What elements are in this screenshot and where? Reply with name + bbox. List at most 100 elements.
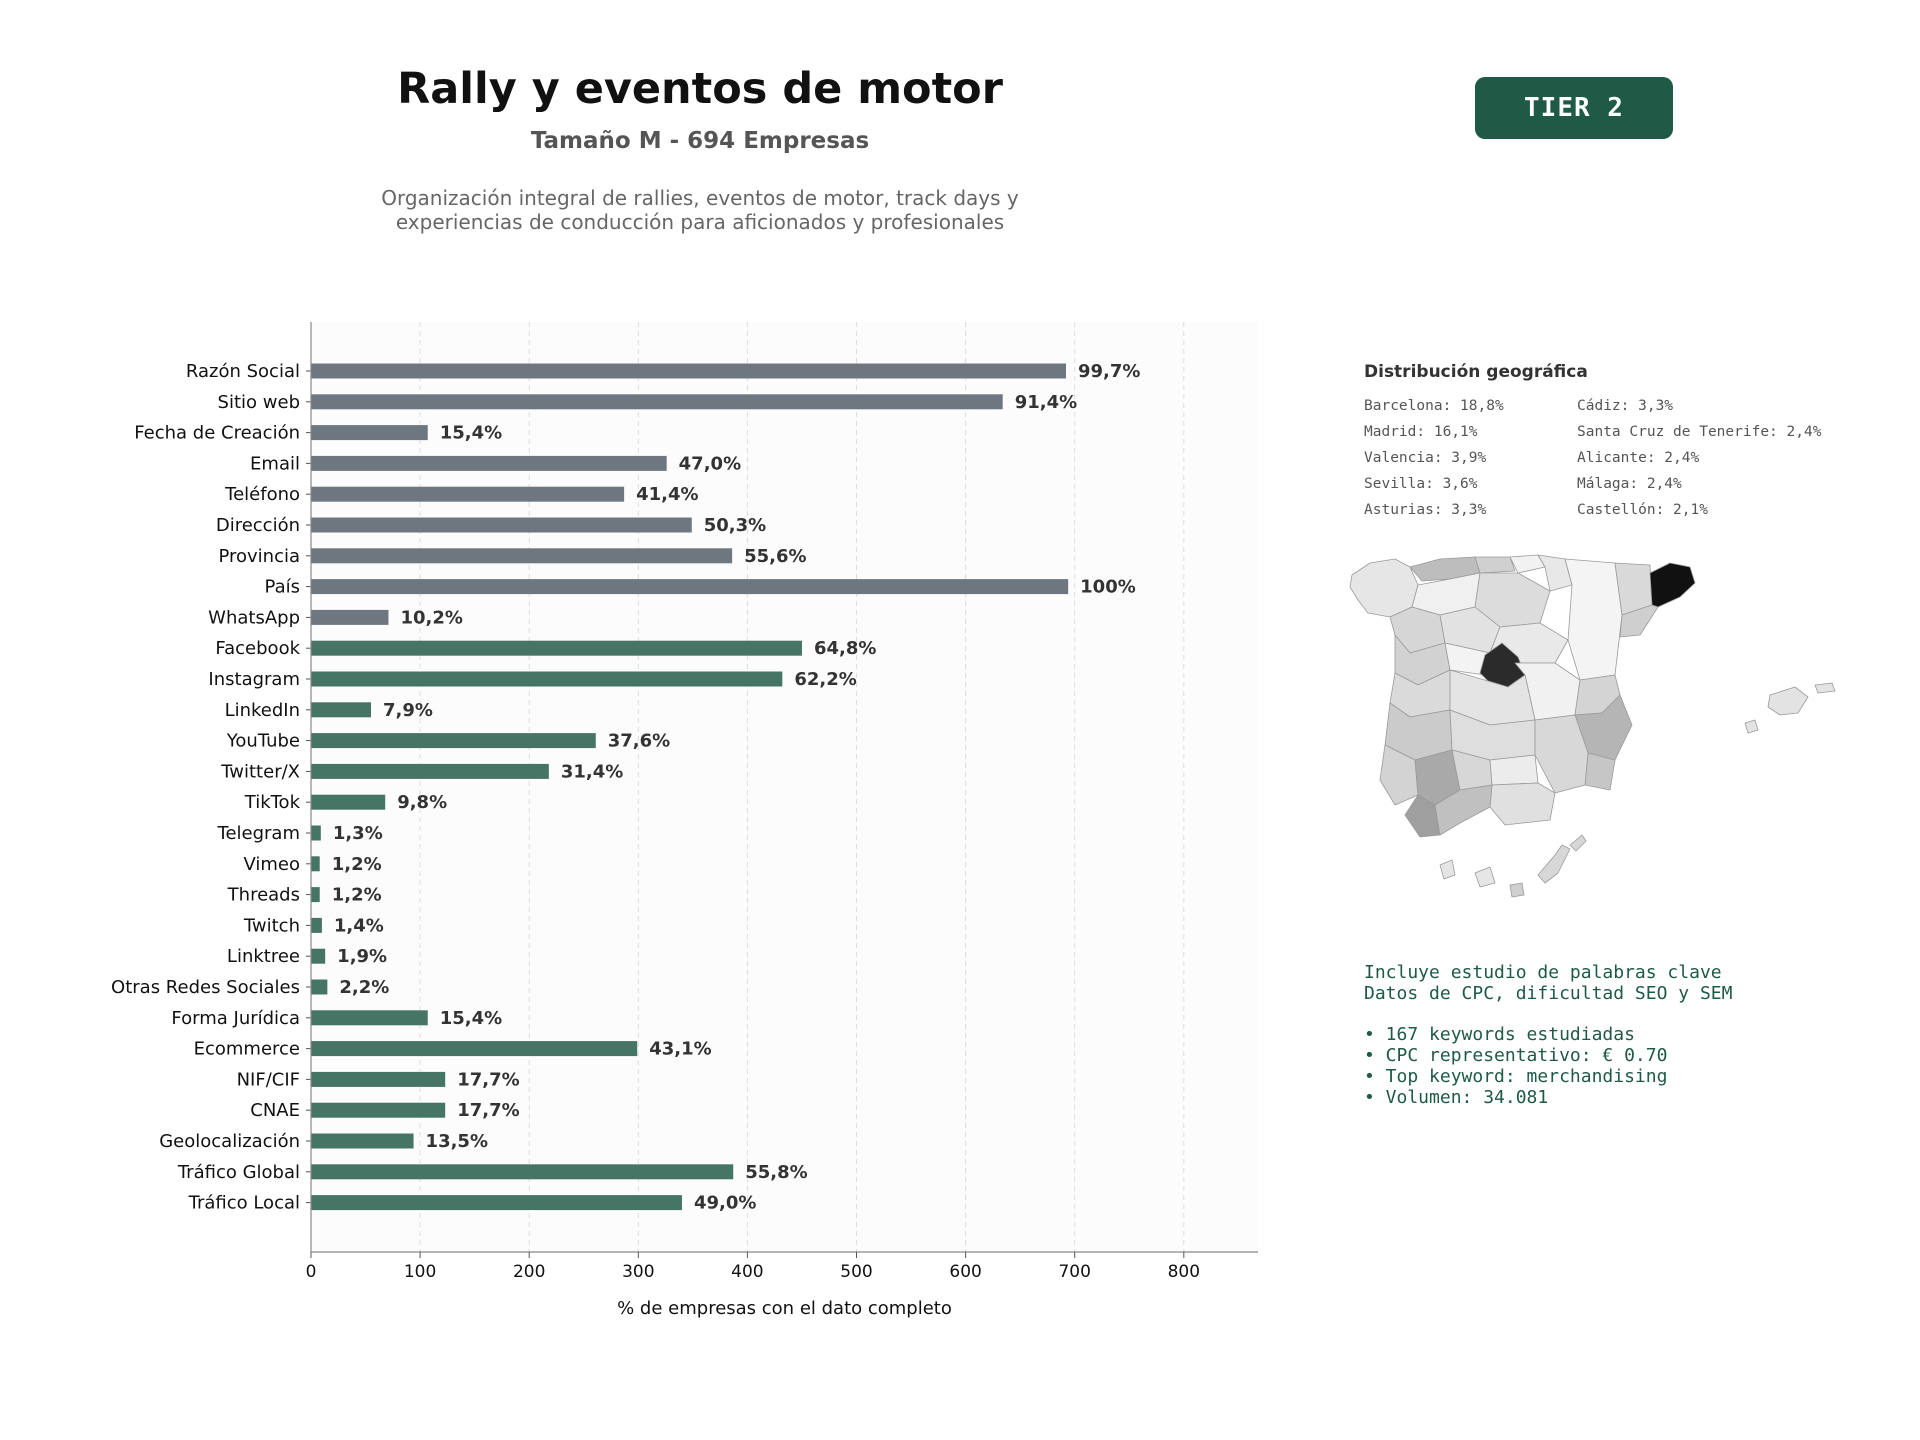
category-label: Email bbox=[250, 453, 300, 474]
geo-item: Sevilla: 3,6% bbox=[1364, 476, 1478, 492]
bar-value-label: 9,8% bbox=[397, 792, 447, 813]
bar-value-label: 2,2% bbox=[339, 977, 389, 998]
bar bbox=[311, 733, 596, 749]
category-label: Provincia bbox=[218, 546, 300, 567]
category-label: WhatsApp bbox=[208, 607, 300, 628]
bar bbox=[311, 1010, 428, 1026]
bar bbox=[311, 363, 1066, 379]
geo-item: Alicante: 2,4% bbox=[1577, 450, 1700, 466]
category-label: Ecommerce bbox=[194, 1039, 300, 1060]
bar bbox=[311, 825, 321, 841]
bar-value-label: 17,7% bbox=[457, 1069, 519, 1090]
bar bbox=[311, 1102, 446, 1118]
geo-item: Santa Cruz de Tenerife: 2,4% bbox=[1577, 424, 1822, 440]
description-line-2: experiencias de conducción para aficiona… bbox=[395, 210, 1005, 234]
map-region-navarra bbox=[1537, 554, 1573, 592]
page-title: Rally y eventos de motor bbox=[397, 64, 1003, 114]
category-label: Razón Social bbox=[186, 361, 300, 382]
category-label: Twitter/X bbox=[220, 761, 300, 782]
map-region-canarias-3 bbox=[1509, 882, 1525, 898]
bar bbox=[311, 486, 625, 502]
geo-title: Distribución geográfica bbox=[1364, 362, 1588, 382]
category-label: Telegram bbox=[217, 823, 300, 844]
keyword-bullet: • 167 keywords estudiadas bbox=[1364, 1024, 1635, 1045]
category-label: YouTube bbox=[226, 731, 300, 752]
category-label: Forma Jurídica bbox=[171, 1008, 300, 1029]
map-region-canarias-1 bbox=[1439, 859, 1456, 880]
geo-item: Málaga: 2,4% bbox=[1577, 476, 1682, 492]
bar-value-label: 13,5% bbox=[426, 1131, 488, 1152]
bar bbox=[311, 763, 549, 779]
plot-area bbox=[311, 322, 1258, 1252]
bar-value-label: 1,9% bbox=[337, 946, 387, 967]
category-label: Teléfono bbox=[224, 484, 300, 505]
geo-item: Castellón: 2,1% bbox=[1577, 502, 1708, 518]
category-label: Geolocalización bbox=[159, 1131, 300, 1152]
geo-item: Valencia: 3,9% bbox=[1364, 450, 1487, 466]
x-tick-label: 600 bbox=[949, 1262, 981, 1282]
bar bbox=[311, 1041, 638, 1057]
category-label: Twitch bbox=[243, 915, 300, 936]
category-label: LinkedIn bbox=[225, 700, 300, 721]
map-region-jaen bbox=[1489, 754, 1539, 786]
bar-value-label: 15,4% bbox=[440, 1008, 502, 1029]
category-label: País bbox=[265, 577, 300, 598]
category-label: TikTok bbox=[244, 792, 301, 813]
map-region-canarias-5 bbox=[1569, 834, 1587, 852]
bar bbox=[311, 1195, 682, 1211]
category-label: CNAE bbox=[250, 1100, 300, 1121]
x-tick-label: 800 bbox=[1168, 1262, 1200, 1282]
x-tick-label: 300 bbox=[622, 1262, 654, 1282]
keyword-bullet: • Volumen: 34.081 bbox=[1364, 1087, 1549, 1108]
spain-choropleth-map bbox=[1349, 554, 1836, 898]
map-region-tarragona bbox=[1619, 604, 1659, 638]
bar bbox=[311, 1164, 734, 1180]
bar bbox=[311, 702, 372, 718]
bar bbox=[311, 887, 320, 903]
bar bbox=[311, 671, 783, 687]
x-axis-label: % de empresas con el dato completo bbox=[617, 1298, 952, 1319]
x-tick-label: 400 bbox=[731, 1262, 763, 1282]
bar-value-label: 43,1% bbox=[649, 1039, 711, 1060]
bar-value-label: 31,4% bbox=[561, 761, 623, 782]
x-tick-label: 0 bbox=[306, 1262, 317, 1282]
map-region-mallorca bbox=[1767, 686, 1809, 716]
category-label: Tráfico Local bbox=[188, 1193, 300, 1214]
bar-value-label: 10,2% bbox=[400, 607, 462, 628]
keyword-bullet: • CPC representativo: € 0.70 bbox=[1364, 1045, 1668, 1066]
map-region-malaga bbox=[1434, 784, 1493, 836]
geo-item: Asturias: 3,3% bbox=[1364, 502, 1487, 518]
category-label: Fecha de Creación bbox=[134, 423, 300, 444]
bar bbox=[311, 948, 326, 964]
bar-value-label: 62,2% bbox=[794, 669, 856, 690]
map-region-cantabria bbox=[1474, 556, 1516, 574]
bar-value-label: 1,2% bbox=[332, 885, 382, 906]
map-region-alicante bbox=[1584, 752, 1616, 791]
keyword-info: Incluye estudio de palabras clave Datos … bbox=[1364, 962, 1732, 1108]
map-region-menorca bbox=[1814, 682, 1836, 694]
keyword-line-1: Incluye estudio de palabras clave bbox=[1364, 962, 1722, 983]
bar-value-label: 100% bbox=[1080, 577, 1136, 598]
tier-badge: TIER 2 bbox=[1475, 77, 1673, 139]
map-region-granada-almeria bbox=[1489, 782, 1556, 826]
bar-value-label: 64,8% bbox=[814, 638, 876, 659]
category-label: Facebook bbox=[215, 638, 300, 659]
bar bbox=[311, 979, 328, 995]
category-label: Dirección bbox=[216, 515, 300, 536]
bar bbox=[311, 517, 692, 533]
bar-value-label: 41,4% bbox=[636, 484, 698, 505]
page-description: Organización integral de rallies, evento… bbox=[300, 186, 1100, 234]
bar bbox=[311, 425, 428, 441]
bar-value-label: 55,6% bbox=[744, 546, 806, 567]
bar-value-label: 1,4% bbox=[334, 915, 384, 936]
bar bbox=[311, 917, 322, 933]
bar-value-label: 1,2% bbox=[332, 854, 382, 875]
bar bbox=[311, 856, 320, 872]
bar-value-label: 55,8% bbox=[745, 1162, 807, 1183]
bar-value-label: 15,4% bbox=[440, 423, 502, 444]
map-region-galicia bbox=[1349, 558, 1419, 618]
bar-value-label: 37,6% bbox=[608, 731, 670, 752]
bar-value-label: 50,3% bbox=[704, 515, 766, 536]
bar bbox=[311, 609, 389, 625]
page-subtitle: Tamaño M - 694 Empresas bbox=[530, 128, 870, 154]
